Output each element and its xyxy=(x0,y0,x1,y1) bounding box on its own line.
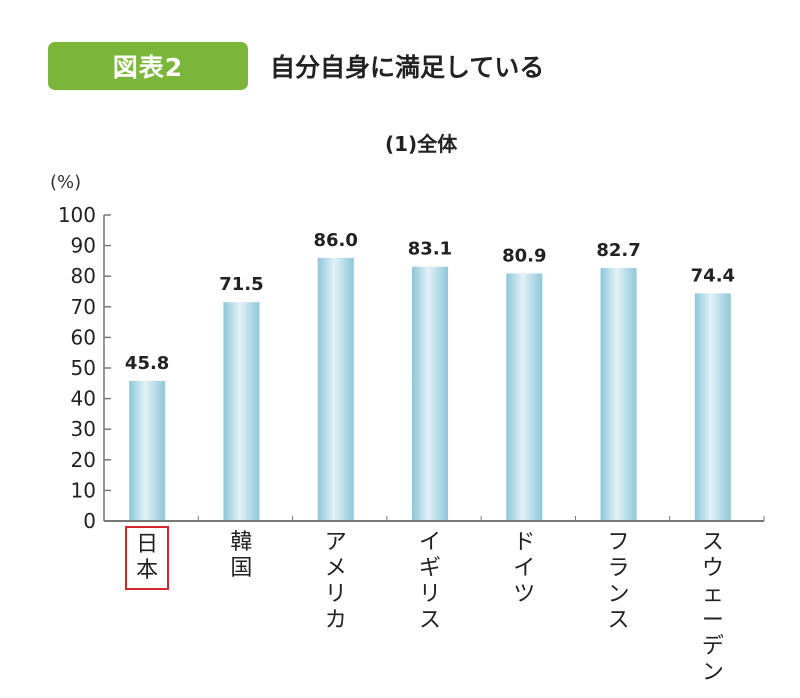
y-tick-label: 50 xyxy=(71,356,96,380)
category-label: フランス xyxy=(607,530,630,633)
bar xyxy=(600,267,637,521)
y-axis: 0 10 20 30 40 50 60 70 80 90 100 xyxy=(58,203,111,533)
y-tick-label: 100 xyxy=(58,203,96,227)
category-label: ドイツ xyxy=(513,530,536,607)
figure-number-badge: 図表2 xyxy=(48,42,248,90)
bar xyxy=(223,302,260,521)
figure-title: 自分自身に満足している xyxy=(270,53,545,82)
y-tick-label: 70 xyxy=(71,295,96,319)
category-label: イギリス xyxy=(418,530,441,633)
category-label: 韓国 xyxy=(230,530,253,581)
bar xyxy=(129,380,166,521)
bar-value-label: 71.5 xyxy=(219,274,263,295)
y-axis-unit: (%) xyxy=(50,172,82,193)
chart-subtitle: (1)全体 xyxy=(385,132,458,156)
bar xyxy=(694,293,731,521)
y-tick-label: 40 xyxy=(71,387,96,411)
y-tick-label: 90 xyxy=(71,234,96,258)
bar xyxy=(506,273,543,521)
bars: 45.8 71.5 86.0 83.1 80.9 82.7 74.4 xyxy=(125,230,735,521)
y-tick-label: 0 xyxy=(83,509,96,533)
bar-value-label: 83.1 xyxy=(408,239,452,260)
bar-value-label: 82.7 xyxy=(596,240,640,261)
bar-value-label: 74.4 xyxy=(691,265,735,286)
bar-value-label: 45.8 xyxy=(125,353,169,374)
y-tick-label: 10 xyxy=(71,478,96,502)
category-label: 日本 xyxy=(125,526,170,590)
y-tick-label: 30 xyxy=(71,417,96,441)
y-tick-label: 20 xyxy=(71,448,96,472)
y-tick-label: 80 xyxy=(71,264,96,288)
bar-value-label: 86.0 xyxy=(314,230,358,251)
bar-value-label: 80.9 xyxy=(502,245,546,266)
bar xyxy=(412,266,448,521)
x-axis xyxy=(104,516,765,522)
bar xyxy=(317,257,354,521)
category-label: アメリカ xyxy=(324,530,347,633)
category-label: スウェーデン xyxy=(701,530,724,685)
y-tick-label: 60 xyxy=(71,325,96,349)
